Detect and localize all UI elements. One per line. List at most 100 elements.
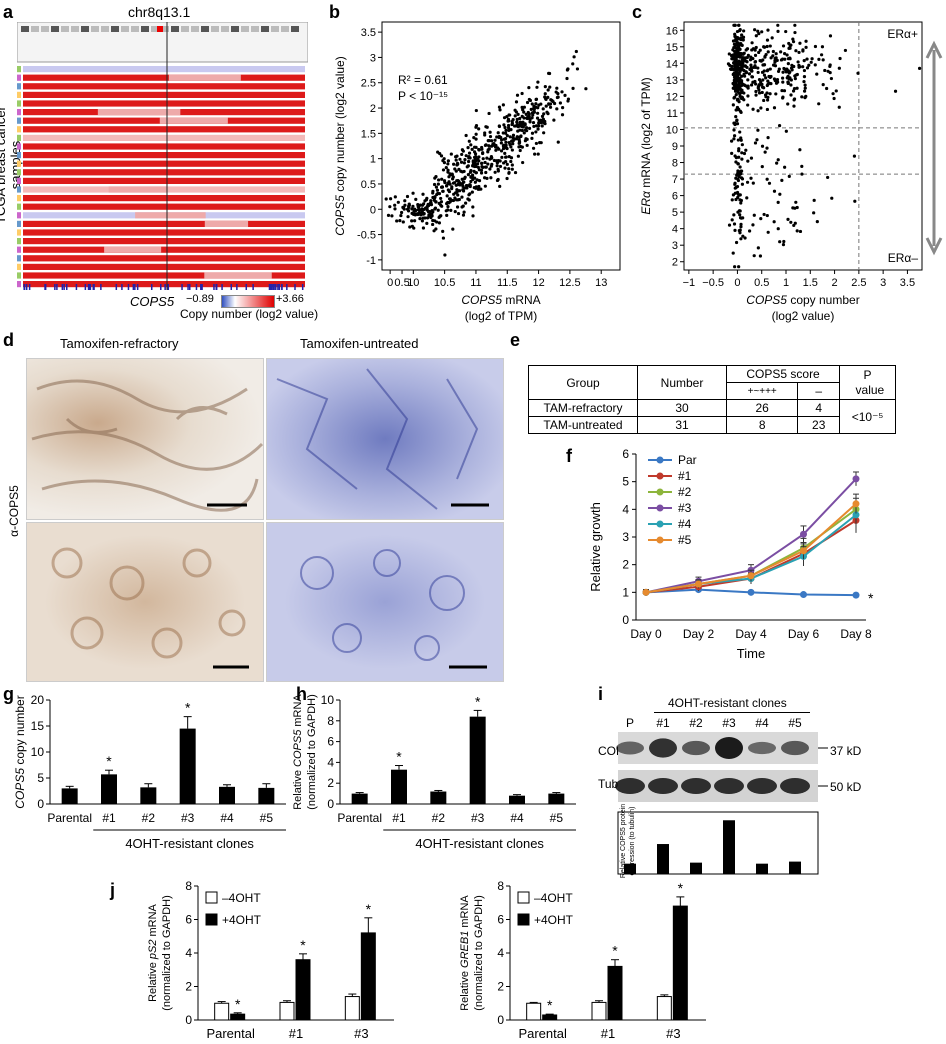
- data-point: [747, 229, 752, 233]
- data-point: [753, 53, 758, 57]
- data-point: [518, 116, 522, 121]
- blot-band-tubulin: [681, 778, 711, 794]
- bar: [61, 788, 78, 804]
- data-point: [486, 162, 490, 166]
- data-point: [495, 161, 500, 165]
- bar: [591, 1001, 607, 1021]
- data-point: [511, 133, 516, 137]
- significance-star: *: [235, 996, 241, 1012]
- y-tick-label: 6: [497, 913, 504, 927]
- x-tick-label: #3: [181, 811, 195, 825]
- data-point: [856, 71, 860, 75]
- data-point: [542, 131, 546, 135]
- y-tick-label: 2: [327, 776, 334, 790]
- blot-band-tubulin: [747, 778, 777, 794]
- panel-letter-j: j: [110, 880, 116, 900]
- data-point: [802, 68, 807, 73]
- data-point: [736, 106, 740, 110]
- data-point: [384, 197, 388, 201]
- data-point: [757, 32, 761, 36]
- data-point: [410, 224, 414, 228]
- x-tick-label: Parental: [337, 811, 382, 825]
- data-point: [504, 131, 508, 135]
- gene-track-mark: [134, 284, 136, 290]
- data-point: [802, 75, 807, 79]
- data-point: [487, 144, 491, 148]
- data-point: [852, 511, 860, 519]
- data-point: [489, 176, 493, 180]
- legend-marker: [656, 456, 664, 464]
- data-point: [774, 56, 778, 60]
- data-point: [791, 89, 796, 93]
- x-tick-label: 12: [532, 277, 544, 289]
- x-tick-label: 1.5: [803, 277, 818, 289]
- y-tick-label: 1: [370, 154, 376, 166]
- y-tick-label: 8: [497, 879, 504, 893]
- data-point: [741, 216, 745, 220]
- data-point: [510, 139, 515, 143]
- data-point: [734, 176, 738, 180]
- y-axis-label: ERα mRNA (log2 of TPM): [639, 77, 653, 214]
- data-point: [750, 75, 754, 79]
- heatmap-segment: [135, 212, 206, 219]
- data-point: [555, 95, 559, 100]
- y-axis-label-rest: mRNA: [459, 895, 471, 931]
- data-point: [761, 63, 765, 67]
- data-point: [732, 60, 736, 65]
- data-point: [534, 130, 538, 134]
- blot-band-tubulin: [714, 778, 744, 794]
- significance-star: *: [106, 753, 112, 769]
- data-point: [521, 160, 525, 165]
- data-point: [506, 119, 510, 123]
- data-point: [422, 202, 426, 206]
- data-point: [435, 192, 439, 197]
- gene-track-mark: [301, 284, 304, 290]
- data-point: [507, 128, 511, 133]
- data-point: [505, 162, 509, 166]
- data-point: [418, 208, 422, 212]
- data-point: [828, 34, 833, 38]
- bar: [179, 728, 196, 804]
- data-point: [766, 28, 770, 32]
- data-point: [759, 217, 763, 221]
- data-point: [730, 218, 734, 222]
- gene-track-mark: [115, 284, 118, 290]
- y-tick-label: 0: [622, 613, 629, 627]
- data-point: [530, 111, 535, 115]
- x-tick-label: 10: [407, 277, 419, 289]
- ideogram-band: [121, 26, 129, 32]
- data-point: [750, 83, 754, 87]
- data-point: [462, 210, 466, 214]
- data-point: [754, 89, 758, 94]
- data-point: [762, 98, 766, 103]
- data-point: [413, 213, 417, 217]
- data-point: [550, 98, 554, 103]
- data-point: [476, 187, 481, 191]
- data-point: [473, 180, 477, 184]
- y-axis-label: Relative growth: [588, 502, 603, 592]
- data-point: [837, 66, 841, 70]
- data-point: [535, 116, 540, 120]
- y-tick-label: 0: [185, 1013, 192, 1027]
- legend-label: #2: [678, 485, 692, 499]
- data-point: [736, 162, 740, 166]
- y-axis-label: Relative pS2 mRNA: [147, 903, 159, 1001]
- sample-annotation: [17, 238, 21, 245]
- y-axis-label-gene: COPS5: [333, 195, 347, 236]
- data-point: [756, 246, 760, 250]
- data-point: [736, 88, 740, 93]
- data-point: [499, 149, 504, 153]
- header-score: COPS5 score: [725, 365, 841, 383]
- sample-annotation: [17, 255, 21, 262]
- data-point: [760, 144, 765, 148]
- heatmap-row: [23, 66, 305, 73]
- data-point: [542, 119, 546, 123]
- data-point: [746, 78, 750, 82]
- data-point: [388, 205, 392, 209]
- data-point: [429, 202, 433, 206]
- data-point: [534, 102, 538, 106]
- y-tick-label: 6: [327, 735, 334, 749]
- data-point: [416, 212, 420, 217]
- gene-track-mark: [281, 284, 283, 290]
- data-point: [421, 226, 426, 230]
